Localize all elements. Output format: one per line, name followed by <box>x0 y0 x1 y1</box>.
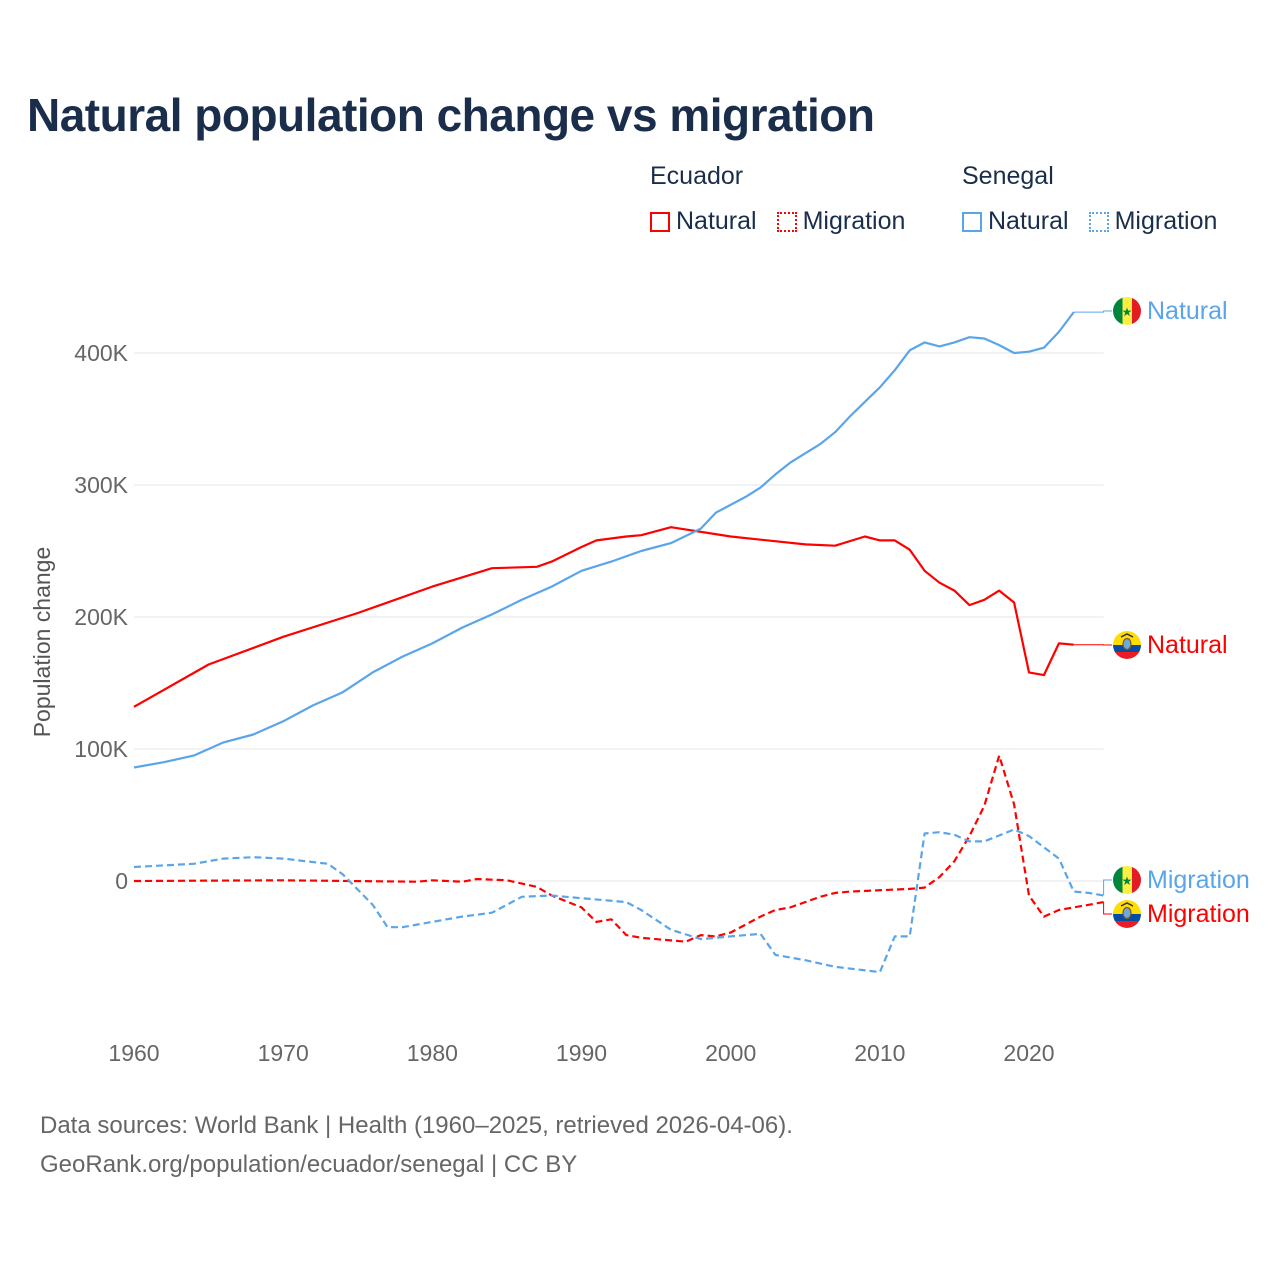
legend-label: Natural <box>988 207 1069 235</box>
flag-stripe <box>1122 866 1132 894</box>
flag-stripe <box>1113 652 1141 659</box>
legend-swatch-solid <box>962 211 982 232</box>
ecuador-flag-icon <box>1113 631 1141 659</box>
x-tick-label: 1960 <box>108 1040 159 1066</box>
y-tick-label: 0 <box>115 868 128 894</box>
legend-item-ecuador-migration[interactable]: Migration <box>776 207 906 236</box>
flag-stripe <box>1122 297 1132 325</box>
flag-body <box>1113 900 1141 928</box>
legend-group-ecuador: Ecuador Natural Migration <box>650 162 905 236</box>
end-label-connector <box>1103 879 1112 896</box>
end-label-connector <box>1073 310 1112 313</box>
x-tick-label: 1990 <box>556 1040 607 1066</box>
chart-title: Natural population change vs migration <box>27 89 875 141</box>
x-tick-label: 2000 <box>705 1040 756 1066</box>
emblem-icon <box>1122 906 1132 920</box>
x-tick-label: 2010 <box>854 1040 905 1066</box>
x-tick-label: 1970 <box>258 1040 309 1066</box>
senegal-flag-icon: ★ <box>1113 297 1141 325</box>
x-axis-ticks: 1960 1970 1980 1990 2000 2010 2020 <box>108 1040 1054 1066</box>
legend-swatch-dotted <box>1088 211 1109 232</box>
star-icon: ★ <box>1122 874 1133 888</box>
y-tick-label: 400K <box>74 340 128 366</box>
source-link[interactable]: GeoRank.org/population/ecuador/senegal |… <box>40 1151 578 1178</box>
senegal-flag-icon: ★ <box>1113 866 1141 894</box>
flag-stripe <box>1113 921 1141 928</box>
end-label: Migration <box>1147 866 1250 894</box>
flag-body: ★ <box>1113 866 1141 894</box>
series-line-ecuador-migration <box>133 754 1104 943</box>
y-tick-label: 200K <box>74 604 128 630</box>
ecuador-flag-icon <box>1113 900 1141 928</box>
footer: Data sources: World Bank | Health (1960–… <box>40 1106 793 1184</box>
end-label: Natural <box>1147 631 1228 659</box>
legend-swatch-dotted <box>776 211 797 232</box>
flag-stripe <box>1113 631 1141 645</box>
y-axis-ticks: 0 100K 200K 300K 400K <box>74 340 128 894</box>
source-note: Data sources: World Bank | Health (1960–… <box>40 1112 793 1139</box>
series-lines <box>133 311 1104 974</box>
series-line-ecuador-natural <box>133 526 1074 708</box>
y-axis-label: Population change <box>29 547 55 738</box>
emblem-icon <box>1122 637 1132 651</box>
flag-body <box>1113 631 1141 659</box>
legend-group-senegal: Senegal Natural Migration <box>962 162 1217 236</box>
flag-stripe <box>1113 914 1141 921</box>
condor-icon <box>1120 633 1134 638</box>
y-tick-label: 300K <box>74 472 128 498</box>
end-label-connector <box>1103 902 1112 915</box>
end-label: Natural <box>1147 297 1228 325</box>
series-line-senegal-migration <box>133 828 1104 974</box>
legend-country: Ecuador <box>650 162 744 190</box>
end-labels: Natural Migration ★ Natural ★ Migration <box>1073 297 1250 928</box>
legend-swatch-solid <box>650 211 670 232</box>
flag-stripe <box>1132 297 1141 325</box>
x-tick-label: 1980 <box>407 1040 458 1066</box>
end-label: Migration <box>1147 900 1250 928</box>
legend-item-senegal-migration[interactable]: Migration <box>1088 207 1218 236</box>
flag-stripe <box>1113 645 1141 652</box>
legend-label: Migration <box>1114 207 1218 235</box>
flag-stripe <box>1113 900 1141 914</box>
legend-label: Natural <box>676 207 757 235</box>
legend-item-ecuador-natural[interactable]: Natural <box>650 207 757 236</box>
flag-stripe <box>1113 866 1123 894</box>
gridlines <box>134 352 1104 882</box>
star-icon: ★ <box>1122 305 1133 319</box>
condor-icon <box>1120 902 1134 907</box>
legend-label: Migration <box>802 207 906 235</box>
flag-stripe <box>1132 866 1141 894</box>
legend-country: Senegal <box>962 162 1054 190</box>
flag-body: ★ <box>1113 297 1141 325</box>
y-tick-label: 100K <box>74 736 128 762</box>
legend-item-senegal-natural[interactable]: Natural <box>962 207 1069 236</box>
x-tick-label: 2020 <box>1003 1040 1054 1066</box>
series-line-senegal-natural <box>133 311 1075 769</box>
flag-stripe <box>1113 297 1123 325</box>
